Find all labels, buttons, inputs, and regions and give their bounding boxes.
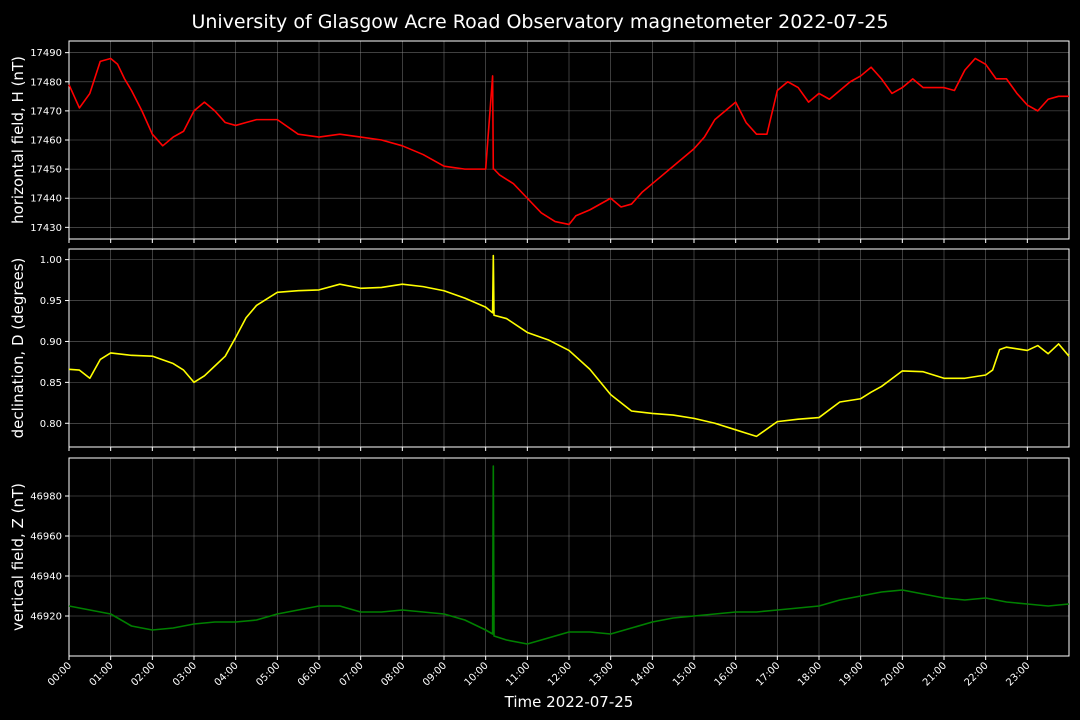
y-tick-label-declination: 1.00: [40, 255, 62, 266]
y-tick-label-horizontal: 17470: [30, 106, 62, 117]
y-tick-label-declination: 0.95: [40, 296, 62, 307]
y-tick-label-horizontal: 17480: [30, 77, 62, 88]
y-axis-label-horizontal: horizontal field, H (nT): [9, 56, 27, 224]
y-tick-label-vertical: 46940: [30, 572, 62, 583]
panel-declination: 0.80 0.85 0.90 0.95 1.00 declination, D (degr…: [9, 248, 1070, 451]
y-axis-label-vertical: vertical field, Z (nT): [9, 483, 27, 631]
y-tick-label-declination: 0.80: [40, 419, 62, 430]
y-tick-label-horizontal: 17490: [30, 48, 62, 59]
y-tick-label-vertical: 46980: [30, 492, 62, 503]
series-line-horizontal: [68, 57, 1069, 226]
y-tick-label-horizontal: 17430: [30, 223, 62, 234]
y-tick-label-horizontal: 17450: [30, 165, 62, 176]
axes-frame-declination: [68, 248, 1070, 448]
series-line-vertical: [68, 465, 1070, 645]
chart-title: University of Glasgow Acre Road Observat…: [191, 11, 888, 33]
axes-frame-horizontal: [68, 40, 1070, 240]
axes-frame-vertical: [68, 457, 1070, 657]
y-tick-label-declination: 0.90: [40, 337, 62, 348]
y-tick-label-horizontal: 17440: [30, 194, 62, 205]
panel-horizontal: 17430 17440 17450 17460 17470 17480 17490horiz…: [9, 40, 1070, 243]
y-tick-label-vertical: 46960: [30, 532, 62, 543]
x-axis-label: Time 2022-07-25: [504, 693, 634, 711]
y-tick-label-declination: 0.85: [40, 378, 62, 389]
y-tick-label-vertical: 46920: [30, 612, 62, 623]
y-tick-label-horizontal: 17460: [30, 136, 62, 147]
series-line-declination: [68, 254, 1070, 438]
y-axis-label-declination: declination, D (degrees): [9, 258, 27, 439]
